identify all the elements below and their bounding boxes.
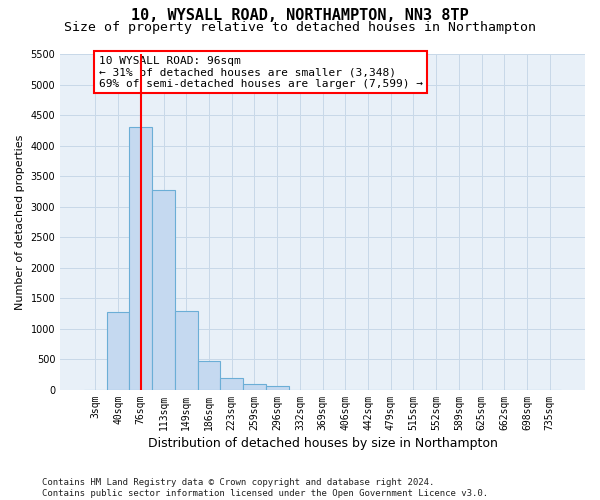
Bar xyxy=(197,360,220,390)
Bar xyxy=(175,310,197,390)
Bar xyxy=(152,190,175,390)
Bar xyxy=(107,312,130,390)
X-axis label: Distribution of detached houses by size in Northampton: Distribution of detached houses by size … xyxy=(148,437,497,450)
Bar xyxy=(243,384,266,390)
Text: Size of property relative to detached houses in Northampton: Size of property relative to detached ho… xyxy=(64,21,536,34)
Text: 10 WYSALL ROAD: 96sqm
← 31% of detached houses are smaller (3,348)
69% of semi-d: 10 WYSALL ROAD: 96sqm ← 31% of detached … xyxy=(99,56,423,89)
Text: Contains HM Land Registry data © Crown copyright and database right 2024.
Contai: Contains HM Land Registry data © Crown c… xyxy=(42,478,488,498)
Y-axis label: Number of detached properties: Number of detached properties xyxy=(15,134,25,310)
Text: 10, WYSALL ROAD, NORTHAMPTON, NN3 8TP: 10, WYSALL ROAD, NORTHAMPTON, NN3 8TP xyxy=(131,8,469,22)
Bar xyxy=(266,386,289,390)
Bar xyxy=(220,378,243,390)
Bar xyxy=(130,128,152,390)
